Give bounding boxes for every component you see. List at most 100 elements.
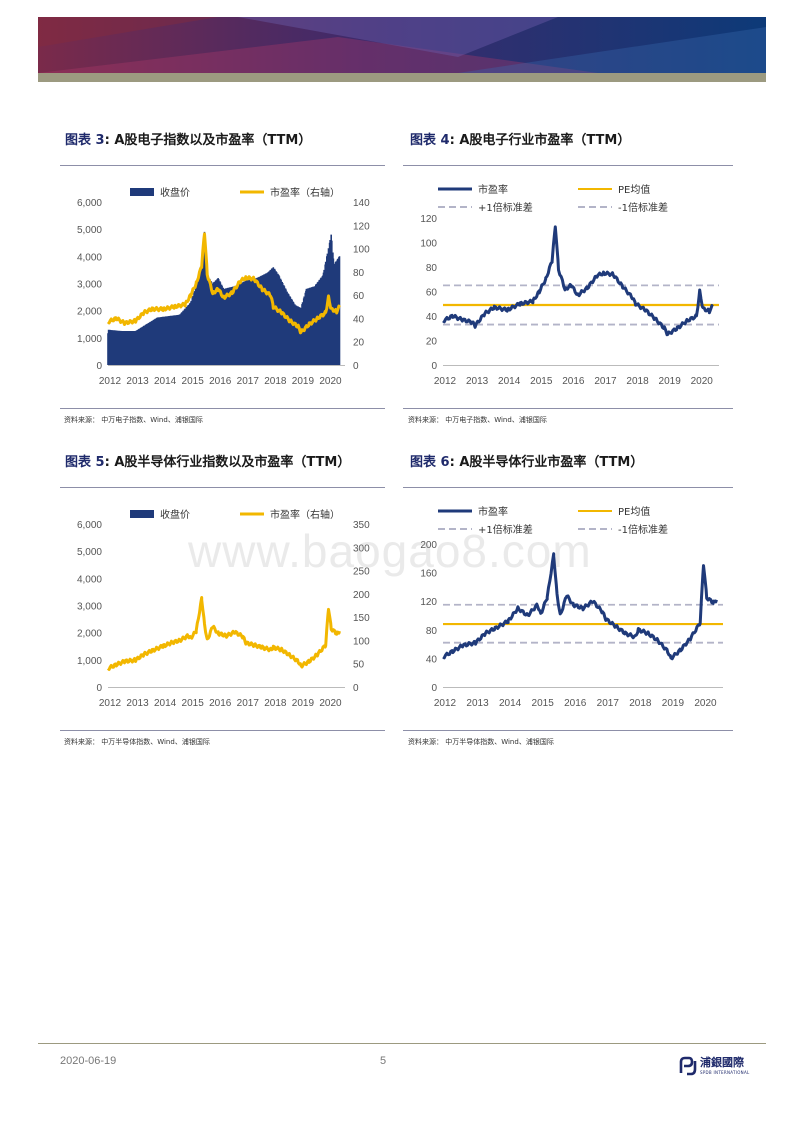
x-tick-label: 2017 xyxy=(597,698,620,709)
y-left-tick-label: 4,000 xyxy=(77,574,102,585)
x-tick-label: 2015 xyxy=(182,376,205,387)
figure-number: 4 xyxy=(440,133,450,148)
x-tick-label: 2016 xyxy=(562,376,585,387)
y-left-tick-label: 6,000 xyxy=(77,520,102,531)
y-left-tick-label: 1,000 xyxy=(77,656,102,667)
x-tick-label: 2019 xyxy=(662,698,685,709)
legend-label: 收盘价 xyxy=(160,186,190,199)
x-tick-label: 2017 xyxy=(237,376,260,387)
y-right-tick-label: 100 xyxy=(353,245,370,256)
y-left-tick-label: 3,000 xyxy=(77,280,102,291)
y-right-tick-label: 300 xyxy=(353,543,370,554)
figure-6-source: 资料来源： 中万半导体指数、Wind、浦银国际 xyxy=(408,738,554,746)
chart-svg: 0 40 80 120 160 200 2012 2013 2014 2015 2016 2017 20… xyxy=(420,505,723,709)
figure-3-chart: 0 1,000 2,000 3,000 4,000 5,000 6,000 0 20 40 60 80… xyxy=(60,180,385,395)
y-left-tick-label: 4,000 xyxy=(77,252,102,263)
figure-label: 图表 xyxy=(65,455,92,470)
legend-label: 收盘价 xyxy=(160,508,190,521)
x-tick-label: 2019 xyxy=(659,376,682,387)
line-series-市盈率 xyxy=(442,552,718,661)
figure-6-bottom-rule xyxy=(403,730,733,731)
x-tick-label: 2019 xyxy=(292,698,315,709)
x-tick-label: 2013 xyxy=(126,698,149,709)
y-left-tick-label: 60 xyxy=(426,288,438,299)
footer-rule xyxy=(38,1043,766,1044)
figure-4-bottom-rule xyxy=(403,408,733,409)
y-left-tick-label: 0 xyxy=(431,361,437,372)
figure-5-bottom-rule xyxy=(60,730,385,731)
legend-swatch-bar xyxy=(130,510,154,518)
x-tick-label: 2015 xyxy=(530,376,553,387)
y-left-tick-label: 6,000 xyxy=(77,198,102,209)
figure-5-chart: 0 1,000 2,000 3,000 4,000 5,000 6,000 0 50 100 150… xyxy=(60,502,385,717)
y-right-tick-label: 200 xyxy=(353,590,370,601)
figure-number: 3 xyxy=(95,133,105,148)
chart-svg: 0 20 40 60 80 100 120 2012 2013 2014 2015 2016 2017 2… xyxy=(420,183,719,387)
figure-4-top-rule xyxy=(403,165,733,166)
figure-3-title: 图表 3: A股电子指数以及市盈率（TTM） xyxy=(65,129,311,148)
figure-label: 图表 xyxy=(410,455,437,470)
legend-swatch-bar xyxy=(130,188,154,196)
y-right-tick-label: 120 xyxy=(353,221,370,232)
x-tick-label: 2012 xyxy=(99,376,122,387)
x-tick-label: 2016 xyxy=(209,376,232,387)
y-right-tick-label: 50 xyxy=(353,660,365,671)
x-tick-label: 2018 xyxy=(264,698,287,709)
y-left-tick-label: 0 xyxy=(431,683,437,694)
figure-number: 5 xyxy=(95,455,105,470)
y-right-tick-label: 100 xyxy=(353,636,370,647)
footer-date: 2020-06-19 xyxy=(60,1055,117,1067)
y-right-tick-label: 150 xyxy=(353,613,370,624)
figure-5-source: 资料来源： 中万半导体指数、Wind、浦银国际 xyxy=(64,738,210,746)
y-left-tick-label: 40 xyxy=(426,654,438,665)
y-left-tick-label: 2,000 xyxy=(77,307,102,318)
x-tick-label: 2020 xyxy=(694,698,717,709)
company-logo: 浦銀國際 SPDB INTERNATIONAL xyxy=(678,1052,768,1082)
banner-graphic xyxy=(38,17,766,73)
figure-number: 6 xyxy=(440,455,450,470)
y-left-tick-label: 3,000 xyxy=(77,602,102,613)
legend-label: -1倍标准差 xyxy=(618,201,668,214)
y-right-tick-label: 0 xyxy=(353,683,359,694)
x-tick-label: 2016 xyxy=(564,698,587,709)
y-right-tick-label: 60 xyxy=(353,291,365,302)
y-left-tick-label: 200 xyxy=(420,540,437,551)
x-tick-label: 2015 xyxy=(532,698,555,709)
y-left-tick-label: 5,000 xyxy=(77,547,102,558)
figure-label: 图表 xyxy=(410,133,437,148)
figure-6-top-rule xyxy=(403,487,733,488)
x-tick-label: 2020 xyxy=(319,698,342,709)
legend-label: +1倍标准差 xyxy=(478,523,533,536)
x-tick-label: 2018 xyxy=(264,376,287,387)
legend-label: 市盈率 xyxy=(478,505,508,518)
y-right-tick-label: 140 xyxy=(353,198,370,209)
logo-chinese-name: 浦銀國際 xyxy=(700,1056,744,1069)
legend-label: PE均值 xyxy=(618,183,650,196)
figure-caption: : A股半导体行业指数以及市盈率（TTM） xyxy=(104,455,351,470)
x-tick-label: 2020 xyxy=(691,376,714,387)
figure-5-top-rule xyxy=(60,487,385,488)
legend-label: 市盈率（右轴） xyxy=(270,186,340,199)
x-tick-label: 2017 xyxy=(237,698,260,709)
figure-label: 图表 xyxy=(65,133,92,148)
y-left-tick-label: 120 xyxy=(420,597,437,608)
y-right-tick-label: 20 xyxy=(353,338,365,349)
y-left-tick-label: 120 xyxy=(420,214,437,225)
y-left-tick-label: 1,000 xyxy=(77,334,102,345)
x-tick-label: 2012 xyxy=(434,376,457,387)
y-left-tick-label: 20 xyxy=(426,337,438,348)
line-series-市盈率 xyxy=(442,225,714,337)
legend-label: 市盈率（右轴） xyxy=(270,508,340,521)
figure-6-title: 图表 6: A股半导体行业市盈率（TTM） xyxy=(410,451,643,470)
y-left-tick-label: 2,000 xyxy=(77,629,102,640)
x-tick-label: 2013 xyxy=(466,376,489,387)
banner-stripe xyxy=(38,73,766,82)
y-right-tick-label: 40 xyxy=(353,314,365,325)
y-left-tick-label: 5,000 xyxy=(77,225,102,236)
x-tick-label: 2014 xyxy=(154,376,177,387)
figure-caption: : A股电子行业市盈率（TTM） xyxy=(449,133,631,148)
legend-label: 市盈率 xyxy=(478,183,508,196)
y-left-tick-label: 80 xyxy=(426,263,438,274)
figure-3-source: 资料来源： 中万电子指数、Wind、浦银国际 xyxy=(64,416,203,424)
bar-series-收盘价 xyxy=(107,231,341,365)
